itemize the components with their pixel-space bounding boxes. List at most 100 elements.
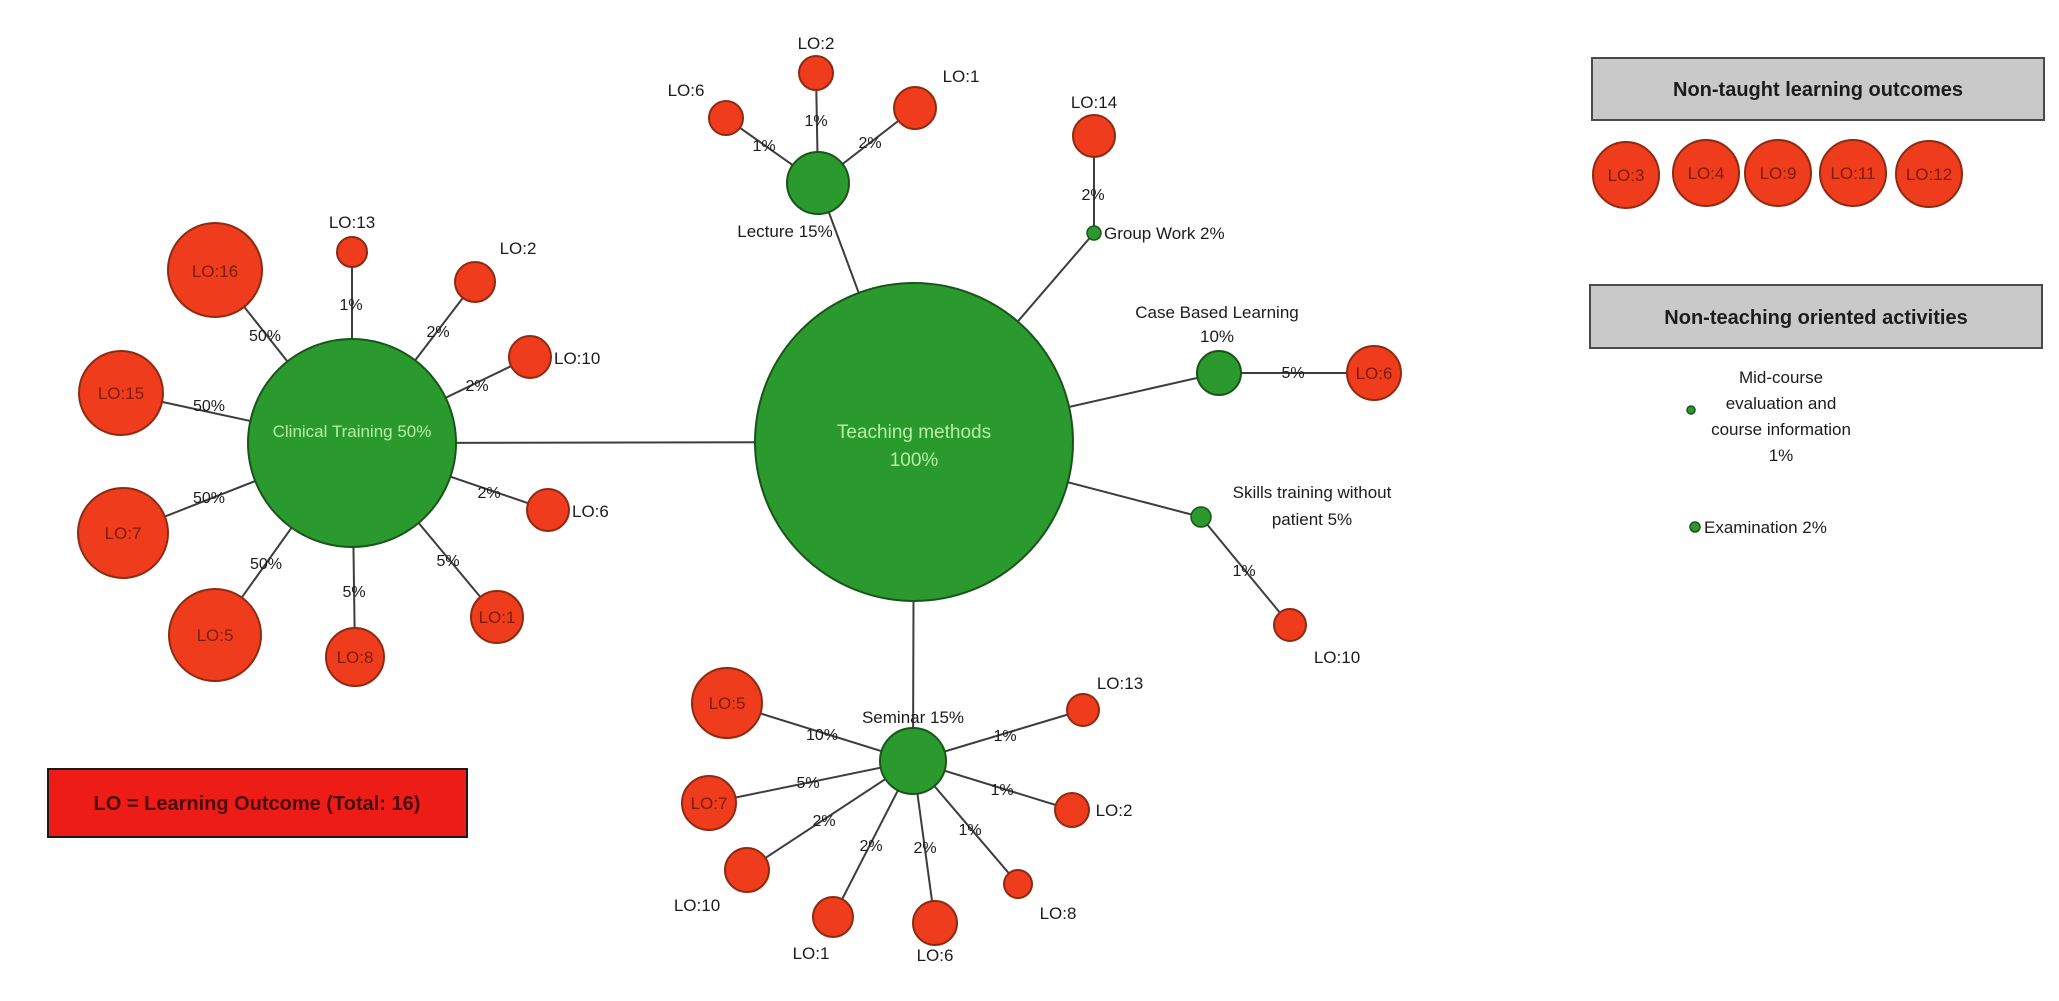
clinical-lo2-label: LO:2 [500, 239, 537, 258]
seminar-lo10-node [724, 847, 770, 893]
non-taught-header-box [1591, 57, 2045, 121]
method-nodes [247, 151, 1242, 795]
seminar-lo7-label: LO:7 [691, 794, 728, 813]
seminar-lo6-label: LO:6 [917, 946, 954, 965]
seminar-lo1-label: LO:1 [793, 944, 830, 963]
seminar-lo2-label: LO:2 [1096, 801, 1133, 820]
legend-box [47, 768, 468, 838]
clinical-lo1-label: LO:1 [479, 608, 516, 627]
seminar-lo8-node [1003, 869, 1033, 899]
non-taught-lo9-label: LO:9 [1760, 164, 1797, 183]
non-taught-panel: Non-taught learning outcomes LO:3 LO:4 L… [1591, 57, 2045, 209]
lecture-lo2-label: LO:2 [798, 34, 835, 53]
non-taught-lo12-label: LO:12 [1906, 165, 1952, 184]
cbl-lo6-label: LO:6 [1356, 364, 1393, 383]
lecture-lo1-node [893, 86, 937, 130]
teaching-methods-label-line2: 100% [890, 450, 939, 471]
legend: LO = Learning Outcome (Total: 16) [47, 768, 468, 838]
midcourse-label-line3: course information [1711, 420, 1851, 439]
teaching-methods-node [754, 282, 1074, 602]
edge-weight-labels: 50% 1% 2% 50% 2% 50% 2% 50% 5% 5% 1% 1% … [193, 113, 1305, 857]
lecture-lo1-weight: 2% [858, 135, 881, 152]
clinical-lo7-label: LO:7 [105, 524, 142, 543]
skills-lo10-weight: 1% [1232, 563, 1255, 580]
seminar-lo5-node [691, 667, 763, 739]
non-taught-lo4-label: LO:4 [1688, 164, 1725, 183]
seminar-label: Seminar 15% [862, 708, 964, 727]
clinical-lo13-weight: 1% [339, 297, 362, 314]
skills-training-node [1190, 506, 1212, 528]
seminar-lo5-weight: 10% [806, 727, 838, 744]
cbl-label-line1: Case Based Learning [1135, 303, 1299, 322]
lecture-lo2-node [798, 55, 834, 91]
non-taught-lo11-label: LO:11 [1830, 164, 1875, 183]
seminar-lo6-weight: 2% [913, 840, 936, 857]
clinical-lo15-weight: 50% [193, 398, 225, 415]
seminar-lo1-node [812, 896, 854, 938]
skills-label-line2: patient 5% [1272, 510, 1352, 529]
lecture-lo6-label: LO:6 [668, 81, 705, 100]
skills-lo10-node [1273, 608, 1307, 642]
clinical-lo5-node [168, 588, 262, 682]
clinical-lo2-node [454, 261, 496, 303]
clinical-lo10-node [508, 335, 552, 379]
clinical-lo8-label: LO:8 [337, 648, 374, 667]
examination-label: Examination 2% [1704, 518, 1827, 537]
clinical-lo13-label: LO:13 [329, 213, 375, 232]
clinical-lo15-node [78, 350, 164, 436]
clinical-training-label: Clinical Training 50% [273, 422, 432, 441]
cbl-label-line2: 10% [1200, 327, 1234, 346]
node-name-labels: Teaching methods 100% Clinical Training … [98, 34, 1393, 965]
group-work-node [1086, 225, 1102, 241]
groupwork-lo14-node [1072, 114, 1116, 158]
clinical-lo10-label: LO:10 [554, 349, 600, 368]
non-taught-lo3-label: LO:3 [1608, 166, 1645, 185]
non-taught-header-title: Non-taught learning outcomes [1673, 79, 1963, 101]
group-work-label: Group Work 2% [1104, 224, 1225, 243]
clinical-lo1-weight: 5% [436, 553, 459, 570]
clinical-lo5-label: LO:5 [197, 626, 234, 645]
lecture-lo6-weight: 1% [752, 138, 775, 155]
clinical-lo6-weight: 2% [477, 485, 500, 502]
midcourse-label-line4: 1% [1769, 446, 1794, 465]
clinical-lo1-node [470, 590, 524, 644]
non-teaching-header-box [1589, 284, 2043, 349]
seminar-lo7-weight: 5% [796, 775, 819, 792]
non-teaching-panel: Non-teaching oriented activities Mid-cou… [1589, 284, 2043, 537]
skills-label-line1: Skills training without [1233, 483, 1392, 502]
seminar-lo6-node [912, 900, 958, 946]
clinical-lo8-node [325, 627, 385, 687]
cbl-lo6-weight: 5% [1281, 365, 1304, 382]
non-taught-lo11-node [1819, 139, 1887, 207]
groupwork-lo14-weight: 2% [1081, 187, 1104, 204]
skills-lo10-label: LO:10 [1314, 648, 1360, 667]
clinical-lo8-weight: 5% [342, 584, 365, 601]
seminar-lo10-weight: 2% [812, 813, 835, 830]
lecture-lo2-weight: 1% [804, 113, 827, 130]
seminar-lo5-label: LO:5 [709, 694, 746, 713]
clinical-training-node [247, 338, 457, 548]
seminar-lo8-label: LO:8 [1040, 904, 1077, 923]
clinical-lo5-weight: 50% [250, 556, 282, 573]
seminar-node [879, 727, 947, 795]
lecture-lo1-label: LO:1 [943, 67, 980, 86]
teaching-methods-label-line1: Teaching methods [837, 422, 991, 443]
seminar-lo13-weight: 1% [993, 728, 1016, 745]
clinical-lo15-label: LO:15 [98, 384, 144, 403]
non-taught-lo12-node [1895, 140, 1963, 208]
midcourse-label-line2: evaluation and [1726, 394, 1837, 413]
midcourse-label-line1: Mid-course [1739, 368, 1823, 387]
clinical-lo2-weight: 2% [426, 324, 449, 341]
cbl-lo6-node [1346, 345, 1402, 401]
edge-skills-lo10 [1200, 516, 1291, 626]
clinical-lo6-label: LO:6 [572, 502, 609, 521]
case-based-learning-node [1196, 350, 1242, 396]
seminar-lo10-label: LO:10 [674, 896, 720, 915]
examination-bullet-dot [1689, 521, 1701, 533]
non-taught-lo4-node [1672, 139, 1740, 207]
clinical-lo16-weight: 50% [249, 328, 281, 345]
groupwork-lo14-label: LO:14 [1071, 93, 1117, 112]
non-teaching-header-title: Non-teaching oriented activities [1664, 307, 1967, 329]
